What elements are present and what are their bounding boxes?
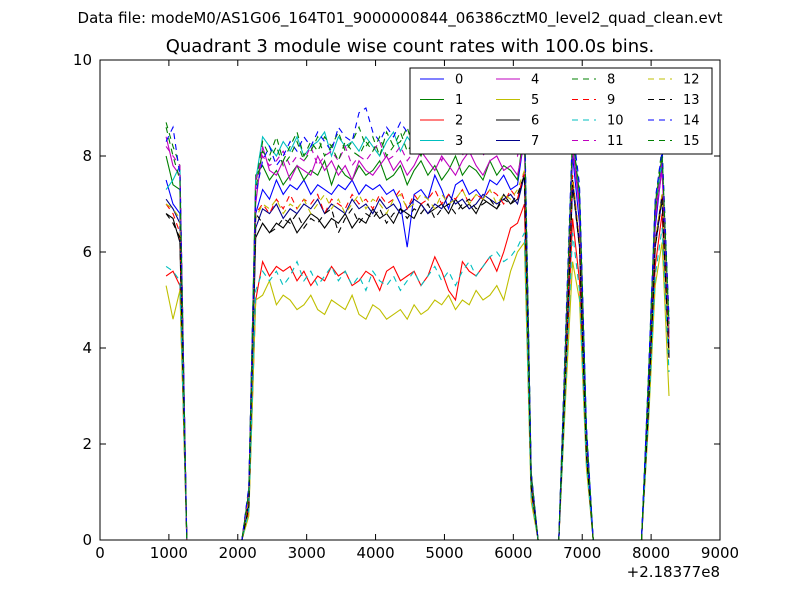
legend-label-13: 13 bbox=[683, 93, 700, 108]
y-tick-label: 8 bbox=[82, 147, 92, 165]
legend-label-14: 14 bbox=[683, 114, 700, 129]
series-line-6 bbox=[165, 175, 670, 540]
legend-label-11: 11 bbox=[607, 134, 624, 149]
legend-label-3: 3 bbox=[455, 134, 463, 149]
legend-label-15: 15 bbox=[683, 134, 700, 149]
series-group bbox=[165, 107, 670, 540]
legend-label-4: 4 bbox=[531, 73, 539, 88]
x-tick-label: 6000 bbox=[494, 544, 532, 562]
y-tick-label: 2 bbox=[82, 435, 92, 453]
legend-box bbox=[409, 67, 713, 155]
legend-label-5: 5 bbox=[531, 93, 539, 108]
figure-suptitle: Data file: modeM0/AS1G06_164T01_90000008… bbox=[77, 9, 723, 27]
legend-label-10: 10 bbox=[607, 114, 624, 129]
x-tick-label: 8000 bbox=[632, 544, 670, 562]
series-line-2 bbox=[165, 203, 670, 540]
x-tick-label: 5000 bbox=[425, 544, 463, 562]
series-line-1 bbox=[165, 127, 670, 540]
series-line-14 bbox=[165, 107, 670, 540]
legend-label-2: 2 bbox=[455, 114, 463, 129]
legend-label-7: 7 bbox=[531, 134, 539, 149]
series-line-11 bbox=[165, 127, 670, 540]
legend-label-8: 8 bbox=[607, 73, 615, 88]
legend-label-12: 12 bbox=[683, 73, 700, 88]
x-tick-label: 9000 bbox=[701, 544, 739, 562]
legend-label-9: 9 bbox=[607, 93, 615, 108]
legend-label-1: 1 bbox=[455, 93, 463, 108]
x-offset-label: +2.18377e8 bbox=[626, 563, 720, 581]
axes-frame bbox=[99, 59, 721, 541]
y-tick-label: 4 bbox=[82, 339, 92, 357]
x-tick-label: 0 bbox=[95, 544, 105, 562]
series-line-0 bbox=[165, 136, 670, 540]
legend-label-6: 6 bbox=[531, 114, 539, 129]
series-line-7 bbox=[165, 175, 670, 540]
x-tick-label: 2000 bbox=[219, 544, 257, 562]
x-tick-label: 4000 bbox=[356, 544, 394, 562]
series-line-13 bbox=[165, 175, 670, 540]
series-line-5 bbox=[165, 240, 670, 540]
x-tick-label: 1000 bbox=[150, 544, 188, 562]
series-line-15 bbox=[165, 122, 670, 540]
series-line-9 bbox=[165, 170, 670, 540]
y-tick-label: 10 bbox=[73, 51, 92, 69]
series-line-4 bbox=[165, 136, 670, 540]
series-line-12 bbox=[165, 170, 670, 540]
x-tick-label: 3000 bbox=[288, 544, 326, 562]
y-tick-label: 0 bbox=[82, 531, 92, 549]
chart-title: Quadrant 3 module wise count rates with … bbox=[165, 36, 655, 57]
series-line-8 bbox=[165, 117, 670, 540]
legend-label-0: 0 bbox=[455, 73, 463, 88]
y-tick-label: 6 bbox=[82, 243, 92, 261]
x-tick-label: 7000 bbox=[563, 544, 601, 562]
series-line-3 bbox=[165, 115, 670, 540]
series-line-10 bbox=[165, 227, 670, 540]
